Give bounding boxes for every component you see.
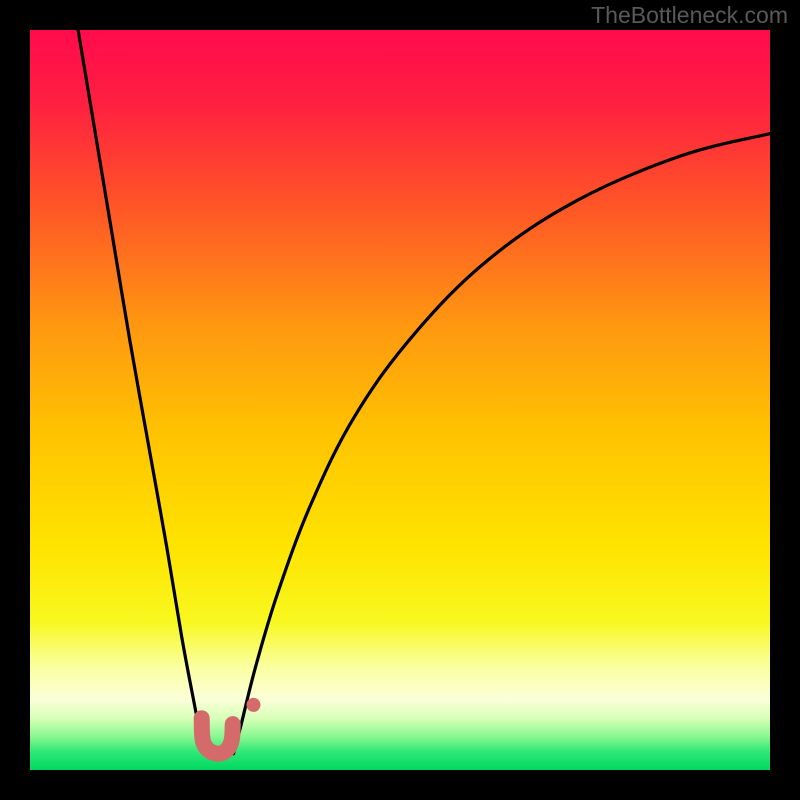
chart-container: TheBottleneck.com — [0, 0, 800, 800]
watermark-text: TheBottleneck.com — [591, 2, 788, 29]
bottleneck-chart — [0, 0, 800, 800]
cusp-dot — [246, 698, 260, 712]
